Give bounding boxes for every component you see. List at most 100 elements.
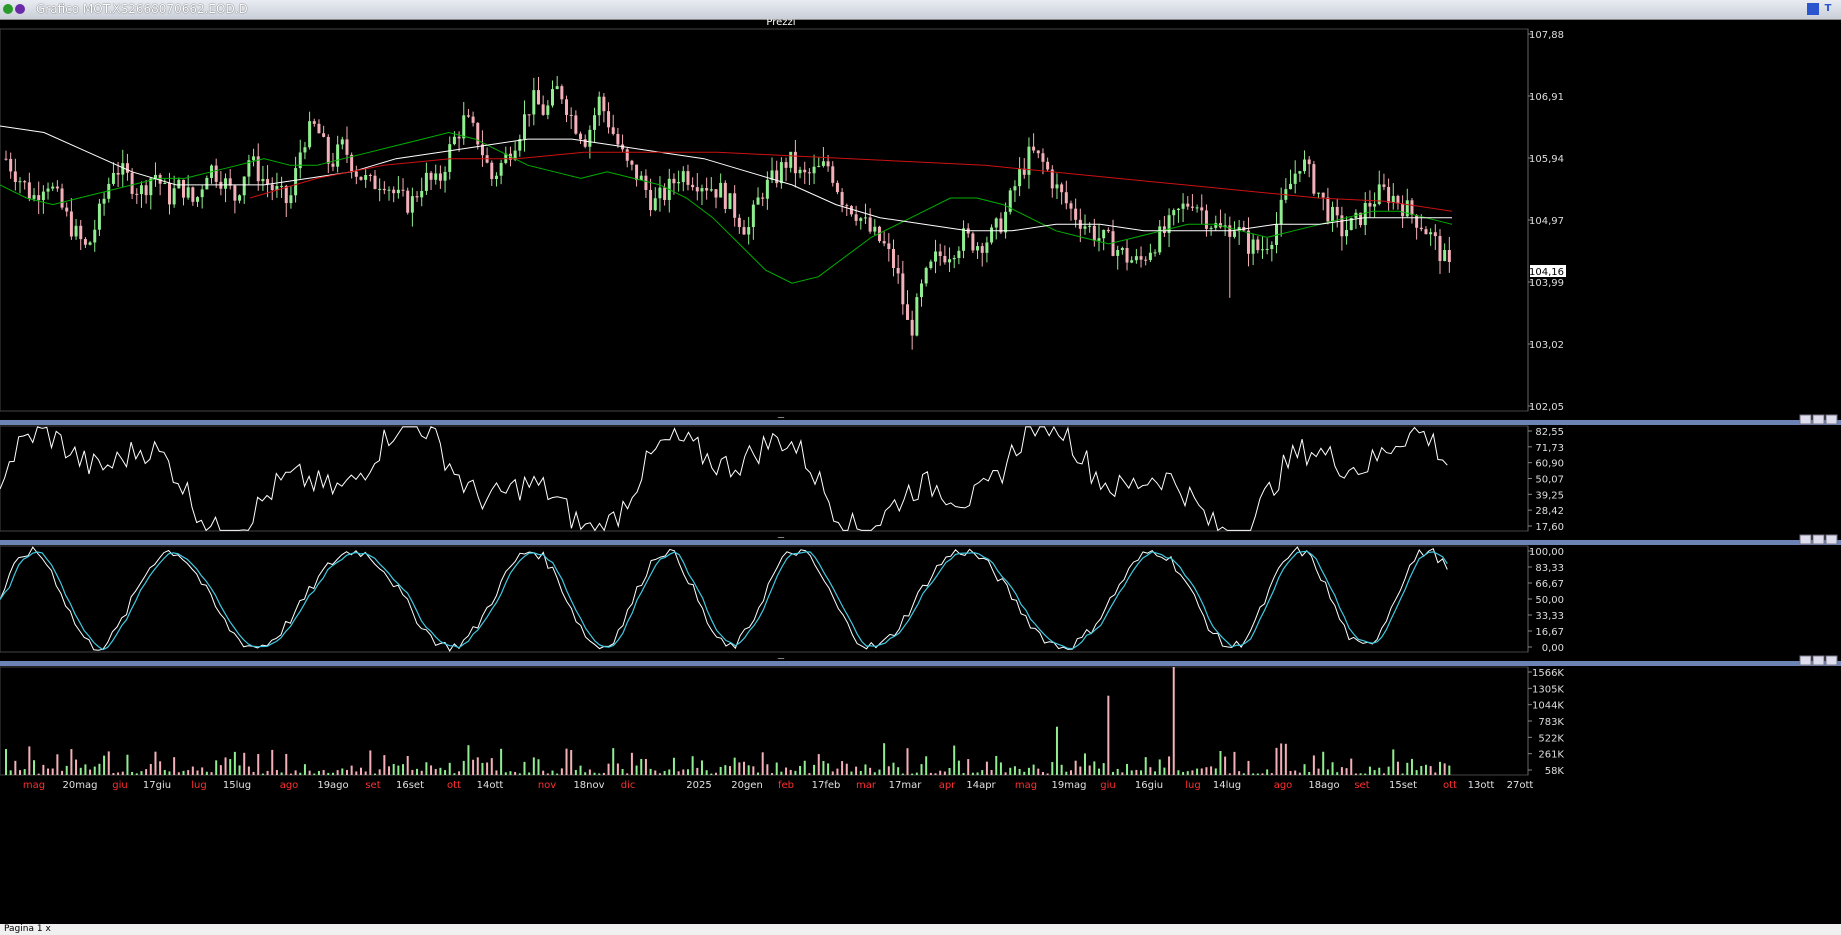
volume-bar xyxy=(677,771,680,775)
volume-bar xyxy=(1154,771,1157,775)
x-tick-label: lug xyxy=(191,780,206,791)
volume-bar xyxy=(149,763,152,775)
candle-body xyxy=(798,169,802,174)
candle-body xyxy=(957,250,961,259)
candle-body xyxy=(896,268,900,274)
minimize-icon[interactable] xyxy=(1807,3,1819,15)
bottom-tab-bar: Pagina 1 x xyxy=(0,924,1841,935)
pane-separator[interactable] xyxy=(0,540,1841,545)
volume-bar xyxy=(341,768,344,775)
pane-min-icon[interactable] xyxy=(1799,655,1812,666)
volume-bar xyxy=(616,763,619,775)
pane-max-icon[interactable] xyxy=(1812,655,1825,666)
volume-bar xyxy=(1200,768,1203,775)
candle-body xyxy=(462,115,466,139)
volume-bar xyxy=(565,748,568,775)
y-tick-label: 82,55 xyxy=(1535,427,1564,438)
candle-body xyxy=(1443,250,1447,262)
pane-close-icon[interactable] xyxy=(1825,414,1838,425)
candle-body xyxy=(373,175,377,189)
candle-body xyxy=(611,127,615,134)
volume-bar xyxy=(598,773,601,775)
candle-body xyxy=(1176,208,1180,211)
play-icon[interactable] xyxy=(15,4,25,14)
volume-bar xyxy=(243,752,246,775)
candle-body xyxy=(1134,256,1138,261)
pane-max-icon[interactable] xyxy=(1812,534,1825,545)
volume-bar xyxy=(500,748,503,775)
candle-body xyxy=(1279,199,1283,224)
volume-bar xyxy=(406,755,409,775)
pane-close-icon[interactable] xyxy=(1825,655,1838,666)
chart-area[interactable]: ———Prezzi107,88106,91105,94104,97103,991… xyxy=(0,19,1841,924)
volume-bar xyxy=(593,772,596,775)
tab-close-icon[interactable]: x xyxy=(45,924,51,934)
candle-body xyxy=(630,160,634,165)
volume-bar xyxy=(1448,765,1451,775)
candle-body xyxy=(915,297,919,336)
x-tick-label: 17mar xyxy=(889,780,923,791)
tab-page-1[interactable]: Pagina 1 x xyxy=(4,924,51,934)
candle-body xyxy=(1377,184,1381,205)
volume-bar xyxy=(359,767,362,775)
volume-bar xyxy=(1364,773,1367,775)
candle-body xyxy=(471,116,475,123)
pane-separator[interactable] xyxy=(0,661,1841,666)
candle-body xyxy=(350,154,354,172)
candle-body xyxy=(443,171,447,181)
candle-body xyxy=(1144,259,1148,261)
candle-body xyxy=(1321,192,1325,198)
y-tick-label: 0,00 xyxy=(1542,643,1564,654)
pane-close-icon[interactable] xyxy=(1825,534,1838,545)
volume-bar xyxy=(458,771,461,775)
volume-bar xyxy=(1004,772,1007,775)
last-price-label: 104,16 xyxy=(1529,267,1564,278)
candle-body xyxy=(765,179,769,199)
pane-min-icon[interactable] xyxy=(1799,414,1812,425)
volume-bar xyxy=(317,770,320,775)
volume-bar xyxy=(696,767,699,775)
pane-separator[interactable] xyxy=(0,420,1841,425)
candle-body xyxy=(1335,206,1339,216)
volume-bar xyxy=(1023,771,1026,775)
candle-body xyxy=(705,188,709,191)
volume-bar xyxy=(733,757,736,775)
candle-body xyxy=(1326,197,1330,222)
volume-bar xyxy=(743,761,746,775)
candle-body xyxy=(1293,173,1297,184)
pane-frame-3 xyxy=(0,666,1529,776)
volume-bar xyxy=(1121,772,1124,775)
candle-body xyxy=(1195,207,1199,209)
pane-max-icon[interactable] xyxy=(1812,414,1825,425)
volume-bar xyxy=(1392,749,1395,775)
volume-bar xyxy=(1041,772,1044,775)
candle-body xyxy=(845,205,849,207)
volume-bar xyxy=(392,763,395,775)
candle-body xyxy=(555,86,559,90)
volume-bar xyxy=(28,746,31,775)
volume-bar xyxy=(1074,760,1077,775)
candle-body xyxy=(1092,225,1096,241)
candle-body xyxy=(392,189,396,194)
y-tick-label: 60,90 xyxy=(1535,459,1564,470)
candle-body xyxy=(761,197,765,199)
candle-body xyxy=(172,188,176,205)
volume-bar xyxy=(1102,763,1105,775)
candle-body xyxy=(23,181,27,183)
pane-min-icon[interactable] xyxy=(1799,534,1812,545)
volume-bar xyxy=(1434,772,1437,775)
volume-bar xyxy=(1093,761,1096,775)
volume-bar xyxy=(1144,757,1147,775)
menu-t-icon[interactable]: T xyxy=(1824,3,1832,14)
volume-bar xyxy=(1261,773,1264,775)
y-tick-label: 39,25 xyxy=(1535,490,1564,501)
ma-short-line xyxy=(0,131,1453,284)
candle-body xyxy=(378,188,382,190)
volume-bar xyxy=(1060,764,1063,775)
volume-bar xyxy=(1107,695,1110,775)
volume-bar xyxy=(831,771,834,775)
candle-body xyxy=(649,189,653,211)
candle-body xyxy=(1186,203,1190,207)
date-axis: mag 20mag giu 17giu lug 15lug ago 19ago set 16set… xyxy=(23,780,1534,791)
volume-bar xyxy=(901,773,904,775)
